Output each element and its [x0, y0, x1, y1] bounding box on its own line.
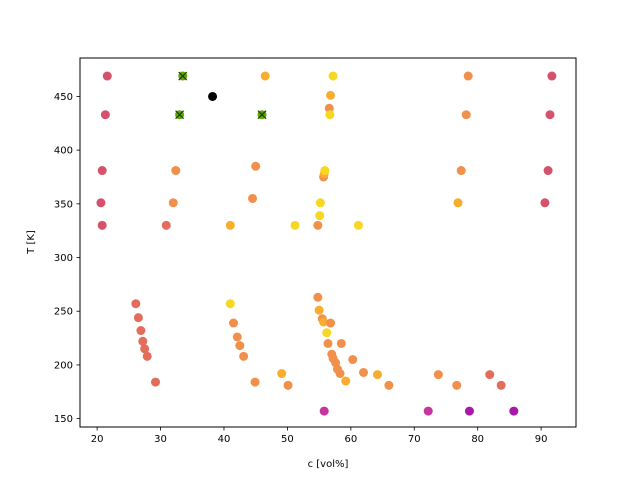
data-point: [348, 355, 358, 365]
data-point: [328, 71, 338, 81]
data-point: [353, 220, 363, 230]
data-point: [260, 71, 270, 81]
data-point: [540, 198, 550, 208]
data-point: [326, 90, 336, 100]
y-tick-label: 400: [54, 146, 73, 157]
data-point: [485, 370, 495, 380]
data-point: [225, 299, 235, 309]
data-point: [225, 220, 235, 230]
data-point: [232, 332, 242, 342]
cross-marker: [257, 110, 267, 120]
data-point: [509, 406, 519, 416]
x-tick-label: 40: [218, 434, 231, 445]
data-point: [150, 377, 160, 387]
x-tick-label: 60: [344, 434, 357, 445]
data-point: [96, 198, 106, 208]
data-point: [464, 406, 474, 416]
data-point: [133, 313, 143, 323]
data-point: [359, 367, 369, 377]
data-point: [325, 110, 335, 120]
data-point: [496, 380, 506, 390]
y-tick-label: 150: [54, 414, 73, 425]
y-tick-label: 300: [54, 253, 73, 264]
data-point: [456, 166, 466, 176]
data-point: [319, 406, 329, 416]
data-point: [423, 406, 433, 416]
data-point: [461, 110, 471, 120]
data-point: [319, 317, 329, 327]
x-tick-label: 20: [91, 434, 104, 445]
data-point: [97, 220, 107, 230]
y-axis-label: T [K]: [26, 230, 37, 255]
y-axis-ticks: 150 200 250 300 350 400 450: [54, 92, 80, 425]
data-point: [372, 370, 382, 380]
data-point: [248, 193, 258, 203]
data-point: [142, 351, 152, 361]
data-point: [208, 91, 218, 101]
y-tick-label: 250: [54, 307, 73, 318]
x-tick-label: 50: [281, 434, 294, 445]
data-point: [228, 318, 238, 328]
data-point: [341, 376, 351, 386]
data-point: [453, 198, 463, 208]
x-tick-label: 70: [408, 434, 421, 445]
data-point: [547, 71, 557, 81]
x-tick-label: 90: [535, 434, 548, 445]
x-axis-ticks: 20 30 40 50 60 70 80 90: [91, 427, 548, 445]
data-point: [140, 344, 150, 354]
data-point: [251, 161, 261, 171]
data-point: [335, 369, 345, 379]
data-point: [102, 71, 112, 81]
data-point: [545, 110, 555, 120]
y-tick-label: 450: [54, 92, 73, 103]
data-point: [433, 370, 443, 380]
data-point: [235, 341, 245, 351]
data-point: [336, 338, 346, 348]
plot-area: [80, 58, 576, 427]
data-point: [100, 110, 110, 120]
y-tick-label: 200: [54, 360, 73, 371]
data-point: [97, 166, 107, 176]
data-point: [313, 220, 323, 230]
cross-marker: [175, 110, 185, 120]
data-point: [250, 377, 260, 387]
y-tick-label: 350: [54, 199, 73, 210]
data-point: [314, 305, 324, 315]
cross-markers: [175, 71, 267, 120]
data-point: [168, 198, 178, 208]
data-point: [283, 380, 293, 390]
axes-frame: [79, 57, 577, 428]
cross-marker: [178, 71, 188, 81]
data-point: [543, 166, 553, 176]
x-tick-label: 30: [154, 434, 167, 445]
data-point: [320, 166, 330, 176]
data-point: [239, 351, 249, 361]
data-point: [326, 318, 336, 328]
data-point: [452, 380, 462, 390]
x-axis-label: c [vol%]: [308, 459, 349, 470]
data-point: [138, 336, 148, 346]
data-point: [136, 326, 146, 336]
data-point: [313, 292, 323, 302]
data-point: [463, 71, 473, 81]
data-point: [315, 198, 325, 208]
data-point: [315, 211, 325, 221]
data-point: [277, 369, 287, 379]
data-point: [323, 338, 333, 348]
x-tick-label: 80: [471, 434, 484, 445]
data-point: [384, 380, 394, 390]
data-point: [131, 299, 141, 309]
data-points: [96, 71, 557, 416]
data-point: [322, 328, 332, 338]
data-point: [290, 220, 300, 230]
data-point: [161, 220, 171, 230]
data-point: [171, 166, 181, 176]
